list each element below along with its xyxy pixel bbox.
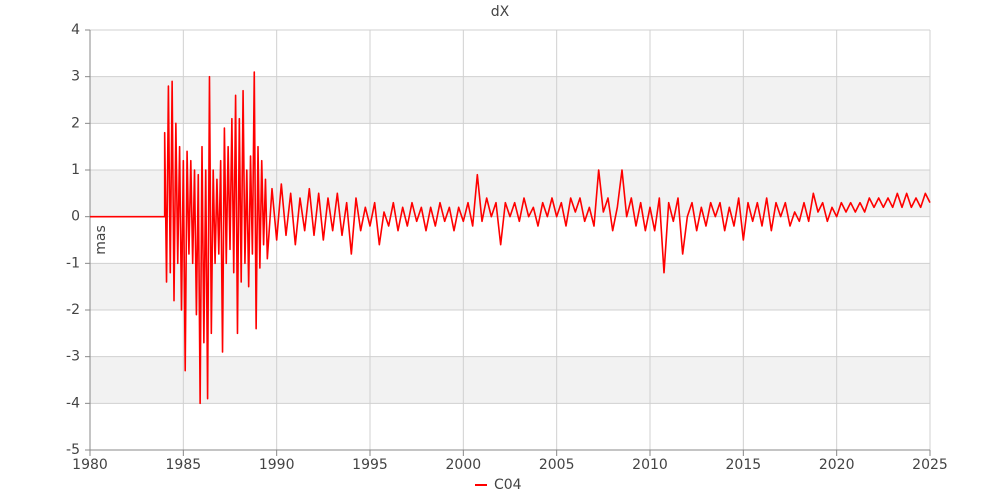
x-tick-label: 2010	[632, 457, 668, 473]
y-tick-label: -3	[66, 349, 80, 365]
x-tick-label: 1980	[72, 457, 108, 473]
x-tick-label: 2015	[726, 457, 762, 473]
y-tick-label: -2	[66, 302, 80, 318]
x-tick-label: 1990	[259, 457, 295, 473]
y-tick-label: 3	[71, 69, 80, 85]
y-tick-label: 1	[71, 162, 80, 178]
y-tick-label: 2	[71, 115, 80, 131]
x-tick-label: 1985	[166, 457, 202, 473]
grid-band	[90, 263, 930, 310]
x-tick-label: 2005	[539, 457, 575, 473]
x-tick-label: 2025	[912, 457, 948, 473]
x-tick-label: 1995	[352, 457, 388, 473]
legend-label: C04	[494, 477, 522, 493]
grid-band	[90, 76, 930, 124]
y-tick-label: -1	[66, 255, 80, 271]
y-axis-label: mas	[93, 225, 109, 255]
data-line	[90, 71, 931, 405]
x-tick-label: 2000	[446, 457, 482, 473]
grid-band	[90, 356, 930, 404]
y-tick-label: -4	[66, 395, 80, 411]
y-tick-label: 0	[71, 209, 80, 225]
y-tick-label: -5	[66, 442, 80, 458]
y-tick-label: 4	[71, 22, 80, 38]
chart-title: dX	[491, 4, 510, 20]
x-tick-label: 2020	[819, 457, 855, 473]
